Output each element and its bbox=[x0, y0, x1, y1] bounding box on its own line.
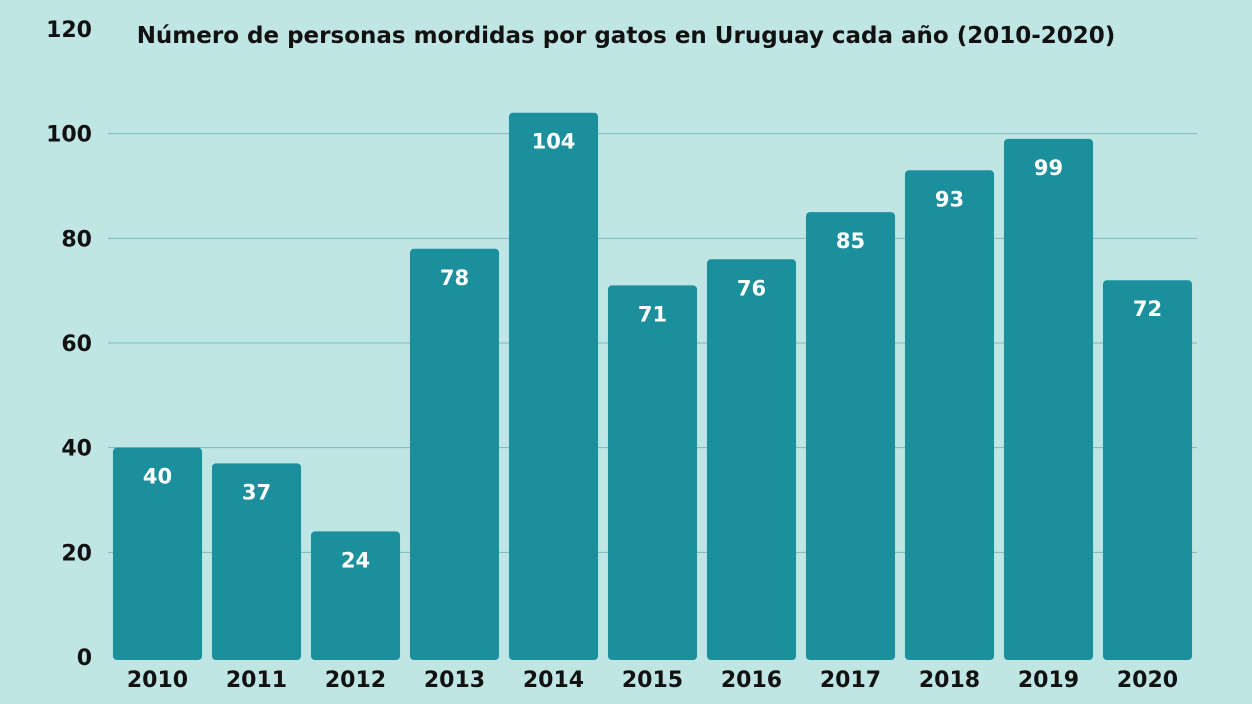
data-label-2016: 76 bbox=[737, 276, 766, 300]
x-tick-label-2016: 2016 bbox=[721, 668, 782, 693]
data-label-2013: 78 bbox=[440, 266, 469, 290]
y-tick-label: 100 bbox=[46, 123, 92, 148]
bar-2011 bbox=[211, 463, 302, 660]
data-label-2010: 40 bbox=[143, 465, 172, 489]
data-label-2015: 71 bbox=[638, 302, 667, 326]
bar-2015 bbox=[607, 285, 698, 660]
bar-2018 bbox=[904, 170, 995, 661]
bar-2012 bbox=[310, 531, 401, 660]
x-tick-label-2020: 2020 bbox=[1117, 668, 1178, 693]
x-tick-label-2017: 2017 bbox=[820, 668, 881, 693]
x-tick-label-2015: 2015 bbox=[622, 668, 683, 693]
data-label-2018: 93 bbox=[935, 187, 964, 211]
data-label-2020: 72 bbox=[1133, 297, 1162, 321]
y-axis-ticks: 0 20 40 60 80 100 120 bbox=[46, 18, 92, 671]
y-tick-label: 40 bbox=[61, 437, 92, 462]
data-label-2011: 37 bbox=[242, 480, 271, 504]
x-tick-label-2011: 2011 bbox=[226, 668, 287, 693]
data-label-2014: 104 bbox=[532, 130, 576, 154]
bar-2013 bbox=[409, 248, 500, 661]
bar-2017 bbox=[805, 212, 896, 660]
bars bbox=[112, 112, 1193, 661]
y-tick-label: 20 bbox=[61, 541, 92, 566]
data-labels: 40 37 24 78 104 71 76 85 93 99 72 bbox=[143, 130, 1162, 573]
x-tick-label-2013: 2013 bbox=[424, 668, 485, 693]
data-label-2019: 99 bbox=[1034, 156, 1063, 180]
bar-2016 bbox=[706, 259, 797, 660]
x-tick-label-2019: 2019 bbox=[1018, 668, 1079, 693]
y-tick-label: 120 bbox=[46, 18, 92, 43]
x-tick-label-2010: 2010 bbox=[127, 668, 188, 693]
bar-2010 bbox=[112, 447, 203, 660]
y-tick-label: 60 bbox=[61, 332, 92, 357]
bar-2019 bbox=[1003, 138, 1094, 660]
x-tick-label-2018: 2018 bbox=[919, 668, 980, 693]
x-tick-label-2012: 2012 bbox=[325, 668, 386, 693]
y-tick-label: 0 bbox=[77, 646, 92, 671]
x-axis-ticks: 2010 2011 2012 2013 2014 2015 2016 2017 2018 2019… bbox=[127, 668, 1178, 693]
bar-2020 bbox=[1102, 280, 1193, 660]
data-label-2012: 24 bbox=[341, 548, 370, 572]
data-label-2017: 85 bbox=[836, 229, 865, 253]
bar-2014 bbox=[508, 112, 599, 660]
y-tick-label: 80 bbox=[61, 227, 92, 252]
chart-title: Número de personas mordidas por gatos en… bbox=[137, 23, 1116, 49]
x-tick-label-2014: 2014 bbox=[523, 668, 584, 693]
